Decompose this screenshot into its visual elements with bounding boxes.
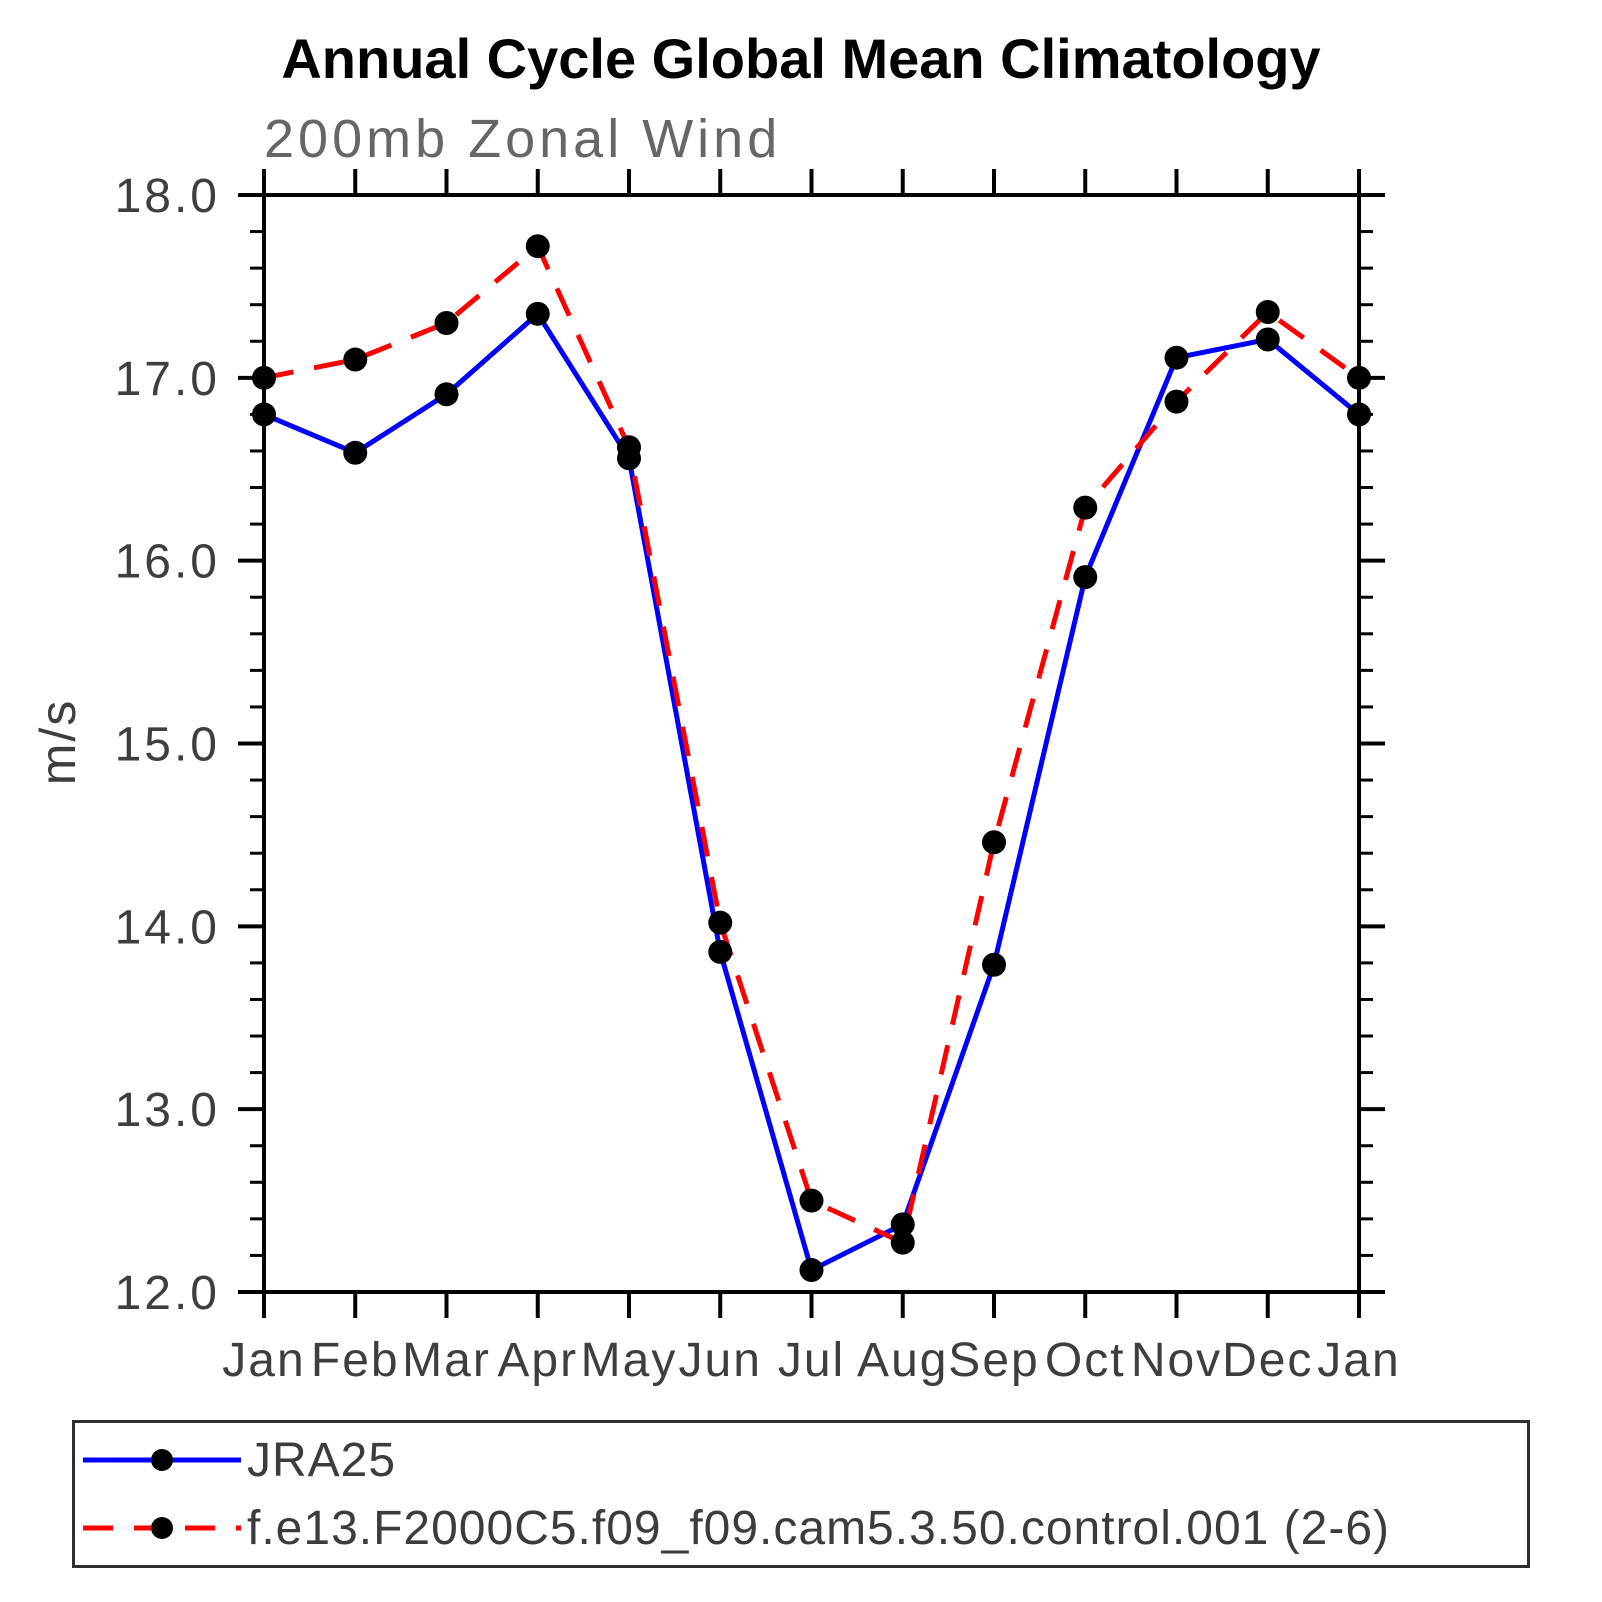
series-marker-1 bbox=[708, 910, 733, 935]
series-marker-0 bbox=[890, 1212, 915, 1237]
series-marker-1 bbox=[799, 1188, 824, 1213]
x-tick-label: Jan bbox=[1317, 1334, 1400, 1387]
series-marker-1 bbox=[1347, 365, 1371, 390]
x-tick-label: Feb bbox=[311, 1334, 400, 1387]
series-marker-1 bbox=[1164, 389, 1189, 414]
series-marker-0 bbox=[434, 382, 459, 407]
series-line-0 bbox=[263, 310, 1361, 1274]
x-tick-label: Nov bbox=[1131, 1334, 1222, 1387]
series-marker-1 bbox=[617, 435, 641, 460]
series-marker-0 bbox=[799, 1258, 824, 1283]
legend-swatch-model bbox=[83, 1517, 241, 1539]
legend-label-jra25: JRA25 bbox=[247, 1433, 397, 1487]
x-tick-label: Apr bbox=[497, 1334, 578, 1387]
series-marker-0 bbox=[982, 952, 1006, 977]
series-marker-1 bbox=[982, 830, 1006, 855]
legend-row-jra25: JRA25 bbox=[79, 1429, 1527, 1491]
x-tick-label: May bbox=[581, 1334, 678, 1387]
series-marker-0 bbox=[1255, 327, 1280, 352]
legend-label-model: f.e13.F2000C5.f09_f09.cam5.3.50.control.… bbox=[247, 1501, 1391, 1555]
y-tick-label: 15.0 bbox=[115, 719, 220, 772]
series-marker-1 bbox=[525, 234, 550, 259]
x-tick-label: Jun bbox=[679, 1334, 762, 1387]
legend-marker-jra25 bbox=[151, 1449, 173, 1471]
series-marker-1 bbox=[343, 347, 368, 372]
series-marker-0 bbox=[252, 402, 276, 427]
series-marker-0 bbox=[1164, 345, 1189, 370]
x-tick-label: Jan bbox=[222, 1334, 305, 1387]
x-tick-label: Aug bbox=[857, 1334, 948, 1387]
series-marker-0 bbox=[1347, 402, 1371, 427]
x-tick-label: Jul bbox=[778, 1334, 845, 1387]
series-marker-0 bbox=[525, 301, 550, 326]
series-marker-1 bbox=[1255, 300, 1280, 325]
series-marker-0 bbox=[343, 440, 368, 465]
chart-title: Annual Cycle Global Mean Climatology bbox=[281, 27, 1321, 90]
legend-swatch-jra25 bbox=[83, 1449, 241, 1471]
series-marker-0 bbox=[708, 939, 733, 964]
y-tick-label: 14.0 bbox=[115, 901, 220, 954]
legend-row-model: f.e13.F2000C5.f09_f09.cam5.3.50.control.… bbox=[79, 1497, 1527, 1559]
y-tick-label: 16.0 bbox=[115, 536, 220, 589]
axis-frame bbox=[262, 193, 1361, 1294]
series-marker-1 bbox=[434, 310, 459, 335]
series-marker-1 bbox=[1073, 495, 1098, 520]
y-tick-label: 12.0 bbox=[115, 1267, 220, 1320]
legend-marker-model bbox=[151, 1517, 173, 1539]
x-tick-label: Mar bbox=[402, 1334, 491, 1387]
legend: JRA25 f.e13.F2000C5.f09_f09.cam5.3.50.co… bbox=[72, 1420, 1530, 1568]
y-tick-label: 18.0 bbox=[115, 170, 220, 223]
series-marker-1 bbox=[252, 365, 276, 390]
series-marker-0 bbox=[1073, 565, 1098, 590]
series-line-1 bbox=[263, 242, 1361, 1247]
series-marker-1 bbox=[890, 1230, 915, 1255]
x-tick-label: Oct bbox=[1045, 1334, 1126, 1387]
chart-subtitle: 200mb Zonal Wind bbox=[264, 109, 782, 169]
x-tick-label: Sep bbox=[948, 1334, 1039, 1387]
y-tick-label: 13.0 bbox=[115, 1084, 220, 1137]
x-tick-label: Dec bbox=[1222, 1334, 1313, 1387]
y-tick-label: 17.0 bbox=[115, 353, 220, 406]
